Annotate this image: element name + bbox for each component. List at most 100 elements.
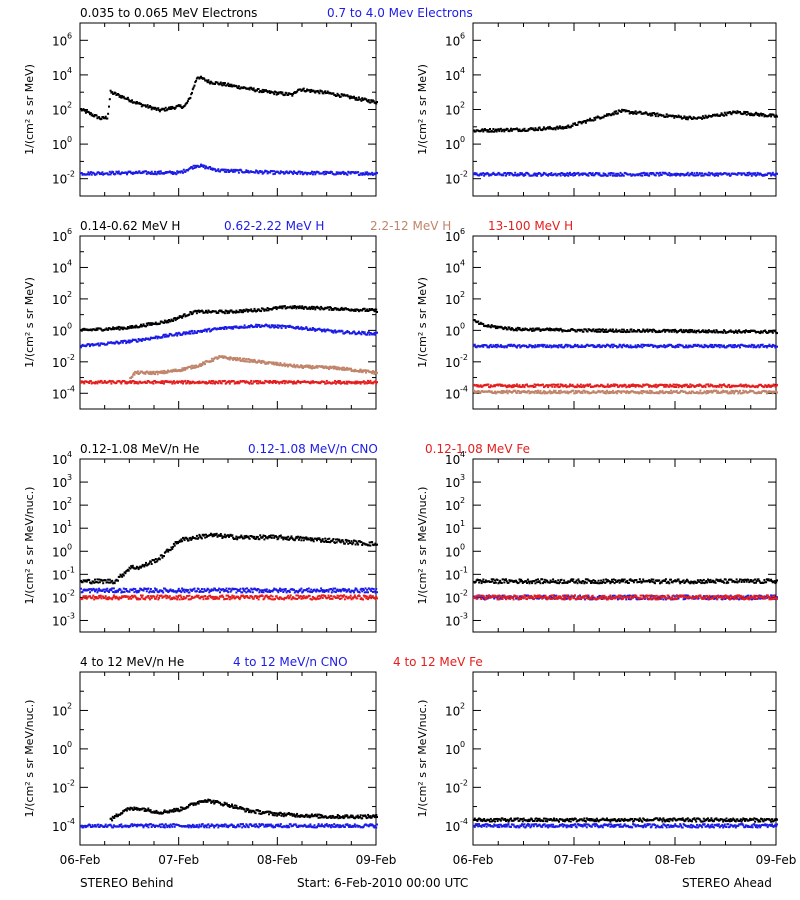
- data-point: [91, 113, 94, 116]
- data-point: [656, 112, 659, 115]
- data-point: [760, 114, 763, 117]
- data-point: [158, 109, 161, 112]
- data-point: [273, 93, 276, 96]
- data-point: [205, 309, 207, 312]
- data-point: [265, 90, 268, 92]
- data-point: [226, 312, 229, 315]
- data-point: [745, 385, 748, 388]
- data-point: [495, 130, 498, 133]
- data-point: [765, 390, 768, 393]
- data-point: [323, 380, 326, 383]
- data-point: [376, 311, 378, 313]
- data-point: [639, 111, 642, 113]
- data-point: [514, 171, 517, 174]
- data-point: [357, 330, 360, 333]
- data-point: [177, 541, 180, 543]
- data-point: [328, 368, 330, 371]
- data-point: [695, 331, 698, 334]
- data-point: [95, 173, 98, 176]
- y-tick-label: 10: [52, 522, 67, 536]
- data-point: [365, 309, 368, 312]
- data-point: [130, 326, 133, 329]
- data-point: [269, 326, 272, 329]
- data-point: [183, 105, 186, 107]
- data-point: [510, 328, 512, 331]
- data-point: [609, 385, 612, 388]
- data-point: [233, 170, 236, 173]
- data-point: [721, 391, 724, 394]
- data-point: [628, 346, 631, 349]
- data-point: [191, 91, 193, 94]
- data-point: [716, 391, 719, 394]
- data-point: [759, 345, 762, 348]
- data-point: [230, 327, 233, 330]
- data-point: [700, 174, 703, 177]
- data-point: [655, 386, 658, 389]
- data-point: [123, 380, 126, 383]
- data-point: [667, 345, 670, 347]
- data-point: [622, 343, 625, 346]
- data-point: [241, 309, 244, 312]
- data-point: [214, 83, 216, 85]
- data-point: [668, 385, 671, 388]
- data-point: [668, 391, 671, 393]
- data-point: [629, 173, 632, 176]
- data-point: [307, 364, 310, 367]
- data-point: [89, 345, 91, 348]
- data-point: [542, 173, 544, 176]
- series-tan: [129, 355, 378, 379]
- data-point: [772, 113, 775, 116]
- data-point: [594, 330, 597, 333]
- data-point: [227, 82, 230, 85]
- data-point: [591, 344, 594, 347]
- data-point: [710, 330, 713, 333]
- data-point: [557, 383, 560, 386]
- data-point: [306, 173, 309, 176]
- data-point: [523, 127, 526, 130]
- data-point: [751, 113, 754, 116]
- data-point: [361, 173, 364, 176]
- data-point: [511, 327, 514, 330]
- data-point: [475, 384, 478, 386]
- data-point: [517, 385, 520, 388]
- data-point: [181, 380, 184, 383]
- data-point: [496, 327, 499, 330]
- data-point: [645, 173, 648, 176]
- data-point: [116, 326, 119, 329]
- data-point: [689, 115, 692, 118]
- data-point: [228, 382, 231, 385]
- data-point: [563, 345, 566, 348]
- data-point: [514, 389, 517, 392]
- data-point: [648, 385, 651, 388]
- data-point: [155, 335, 158, 338]
- data-point: [542, 390, 545, 393]
- data-point: [199, 363, 202, 366]
- data-point: [755, 112, 758, 115]
- data-point: [652, 172, 655, 175]
- data-point: [260, 91, 263, 94]
- y-tick-label-exponent: -2: [67, 353, 75, 362]
- data-point: [320, 305, 323, 308]
- data-point: [191, 381, 193, 384]
- data-point: [520, 391, 523, 394]
- data-point: [701, 115, 704, 118]
- data-point: [579, 391, 582, 394]
- data-point: [163, 321, 165, 324]
- data-point: [521, 327, 524, 330]
- data-point: [118, 328, 121, 331]
- data-point: [648, 174, 651, 177]
- data-point: [482, 323, 485, 326]
- data-point: [731, 111, 734, 114]
- data-point: [255, 537, 258, 540]
- data-point: [684, 346, 687, 349]
- data-point: [183, 313, 186, 316]
- data-point: [237, 87, 239, 89]
- data-point: [628, 386, 631, 388]
- data-point: [356, 380, 359, 383]
- data-point: [107, 112, 110, 115]
- data-point: [182, 368, 185, 371]
- data-point: [228, 171, 230, 173]
- y-axis-label: 1/(cm² s sr MeV/nuc.): [23, 487, 36, 605]
- data-point: [692, 384, 695, 387]
- data-point: [656, 346, 659, 349]
